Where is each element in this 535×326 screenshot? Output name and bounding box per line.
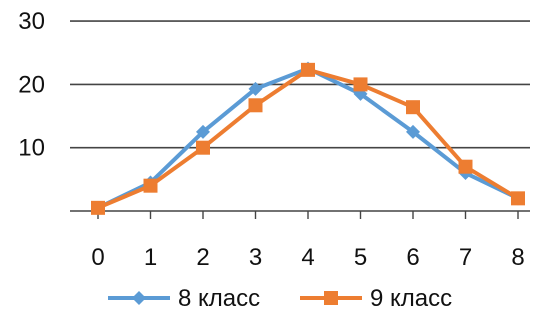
legend-label: 9 класс <box>370 285 452 312</box>
series-line <box>97 67 520 210</box>
data-point <box>406 124 420 139</box>
x-tick-label: 0 <box>91 244 104 271</box>
axes: 10 20 30 0 1 2 3 4 5 6 7 8 <box>18 8 530 271</box>
legend-item-2: 9 класс <box>300 285 452 312</box>
x-tick-label: 2 <box>196 244 209 271</box>
series-2 <box>91 62 525 215</box>
grid <box>70 20 530 149</box>
legend-marker <box>324 291 338 305</box>
legend-marker <box>132 291 146 305</box>
data-point <box>196 124 210 139</box>
data-point <box>91 200 105 215</box>
x-tick-label: 1 <box>144 244 157 271</box>
x-tick-label: 4 <box>301 244 314 271</box>
data-point <box>143 178 158 193</box>
x-tick-label: 7 <box>459 244 472 271</box>
legend: 8 класс 9 класс <box>108 285 452 312</box>
data-point <box>248 81 263 96</box>
legend-item-1: 8 класс <box>108 285 260 312</box>
data-point <box>196 140 210 155</box>
series-lines <box>91 61 525 215</box>
x-tick-label: 6 <box>406 244 419 271</box>
data-point <box>511 191 525 206</box>
data-point <box>458 159 473 174</box>
x-tick-label: 5 <box>354 244 367 271</box>
data-point <box>353 77 368 92</box>
y-tick-label: 20 <box>18 71 45 98</box>
data-point <box>406 100 420 115</box>
data-point <box>248 98 263 113</box>
x-tick-label: 3 <box>249 244 262 271</box>
series-line <box>97 66 519 210</box>
data-point <box>301 62 315 77</box>
y-tick-label: 10 <box>18 135 45 162</box>
legend-label: 8 класс <box>178 285 260 312</box>
x-tick-label: 8 <box>511 244 524 271</box>
y-tick-label: 30 <box>18 8 45 35</box>
